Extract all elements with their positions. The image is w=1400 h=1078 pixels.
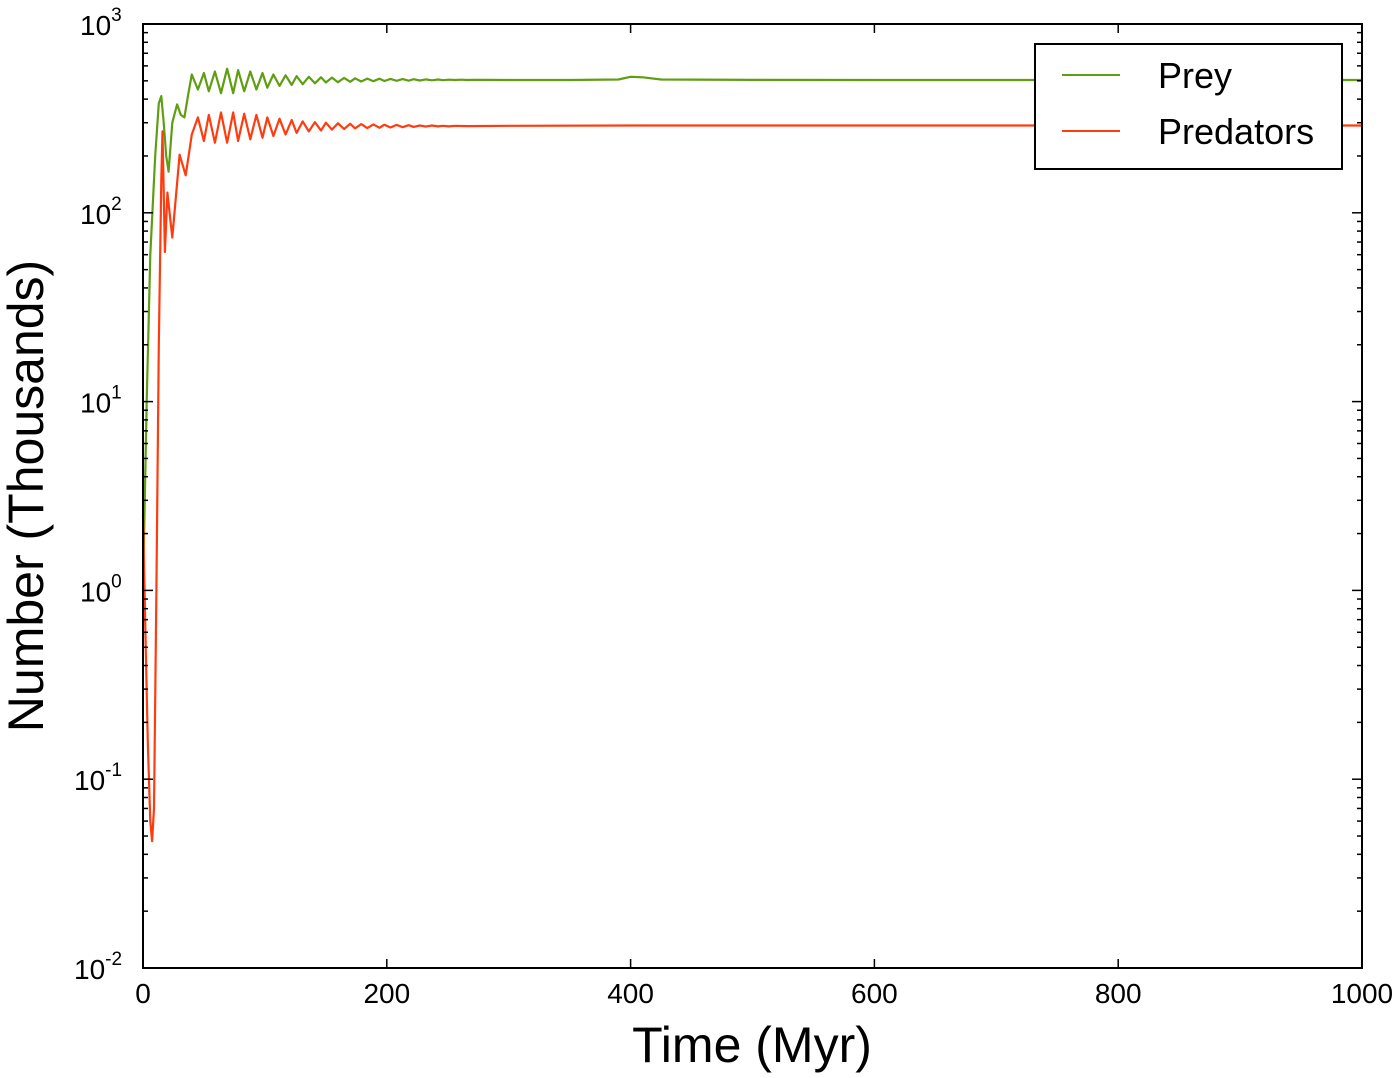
series-layer (141, 67, 1362, 843)
series-line-predators (141, 111, 1362, 843)
x-tick-label: 1000 (1331, 978, 1393, 1009)
legend-box (1034, 43, 1343, 170)
legend-label-predators: Predators (1158, 111, 1314, 152)
y-axis-label: Number (Thousands) (0, 260, 54, 732)
y-tick-label: 10-1 (74, 760, 122, 796)
y-tick-label: 10-2 (74, 949, 122, 985)
x-tick-label: 800 (1095, 978, 1142, 1009)
y-tick-label: 101 (80, 383, 122, 419)
ticks-layer: 0 200 400 600 800 1000 10-2 10-1 100 101 102 103 (74, 5, 1393, 1009)
legend: Prey Predators (1034, 43, 1343, 170)
legend-label-prey: Prey (1158, 55, 1232, 96)
y-tick-label: 102 (80, 194, 122, 230)
x-tick-label: 200 (363, 978, 410, 1009)
plot-frame (142, 23, 1363, 969)
x-tick-label: 400 (607, 978, 654, 1009)
x-tick-label: 0 (135, 978, 151, 1009)
y-tick-label: 100 (80, 571, 122, 607)
x-tick-label: 600 (851, 978, 898, 1009)
series-line-prey (141, 67, 1362, 591)
x-axis-label: Time (Myr) (632, 1017, 872, 1073)
y-tick-label: 103 (80, 5, 122, 41)
